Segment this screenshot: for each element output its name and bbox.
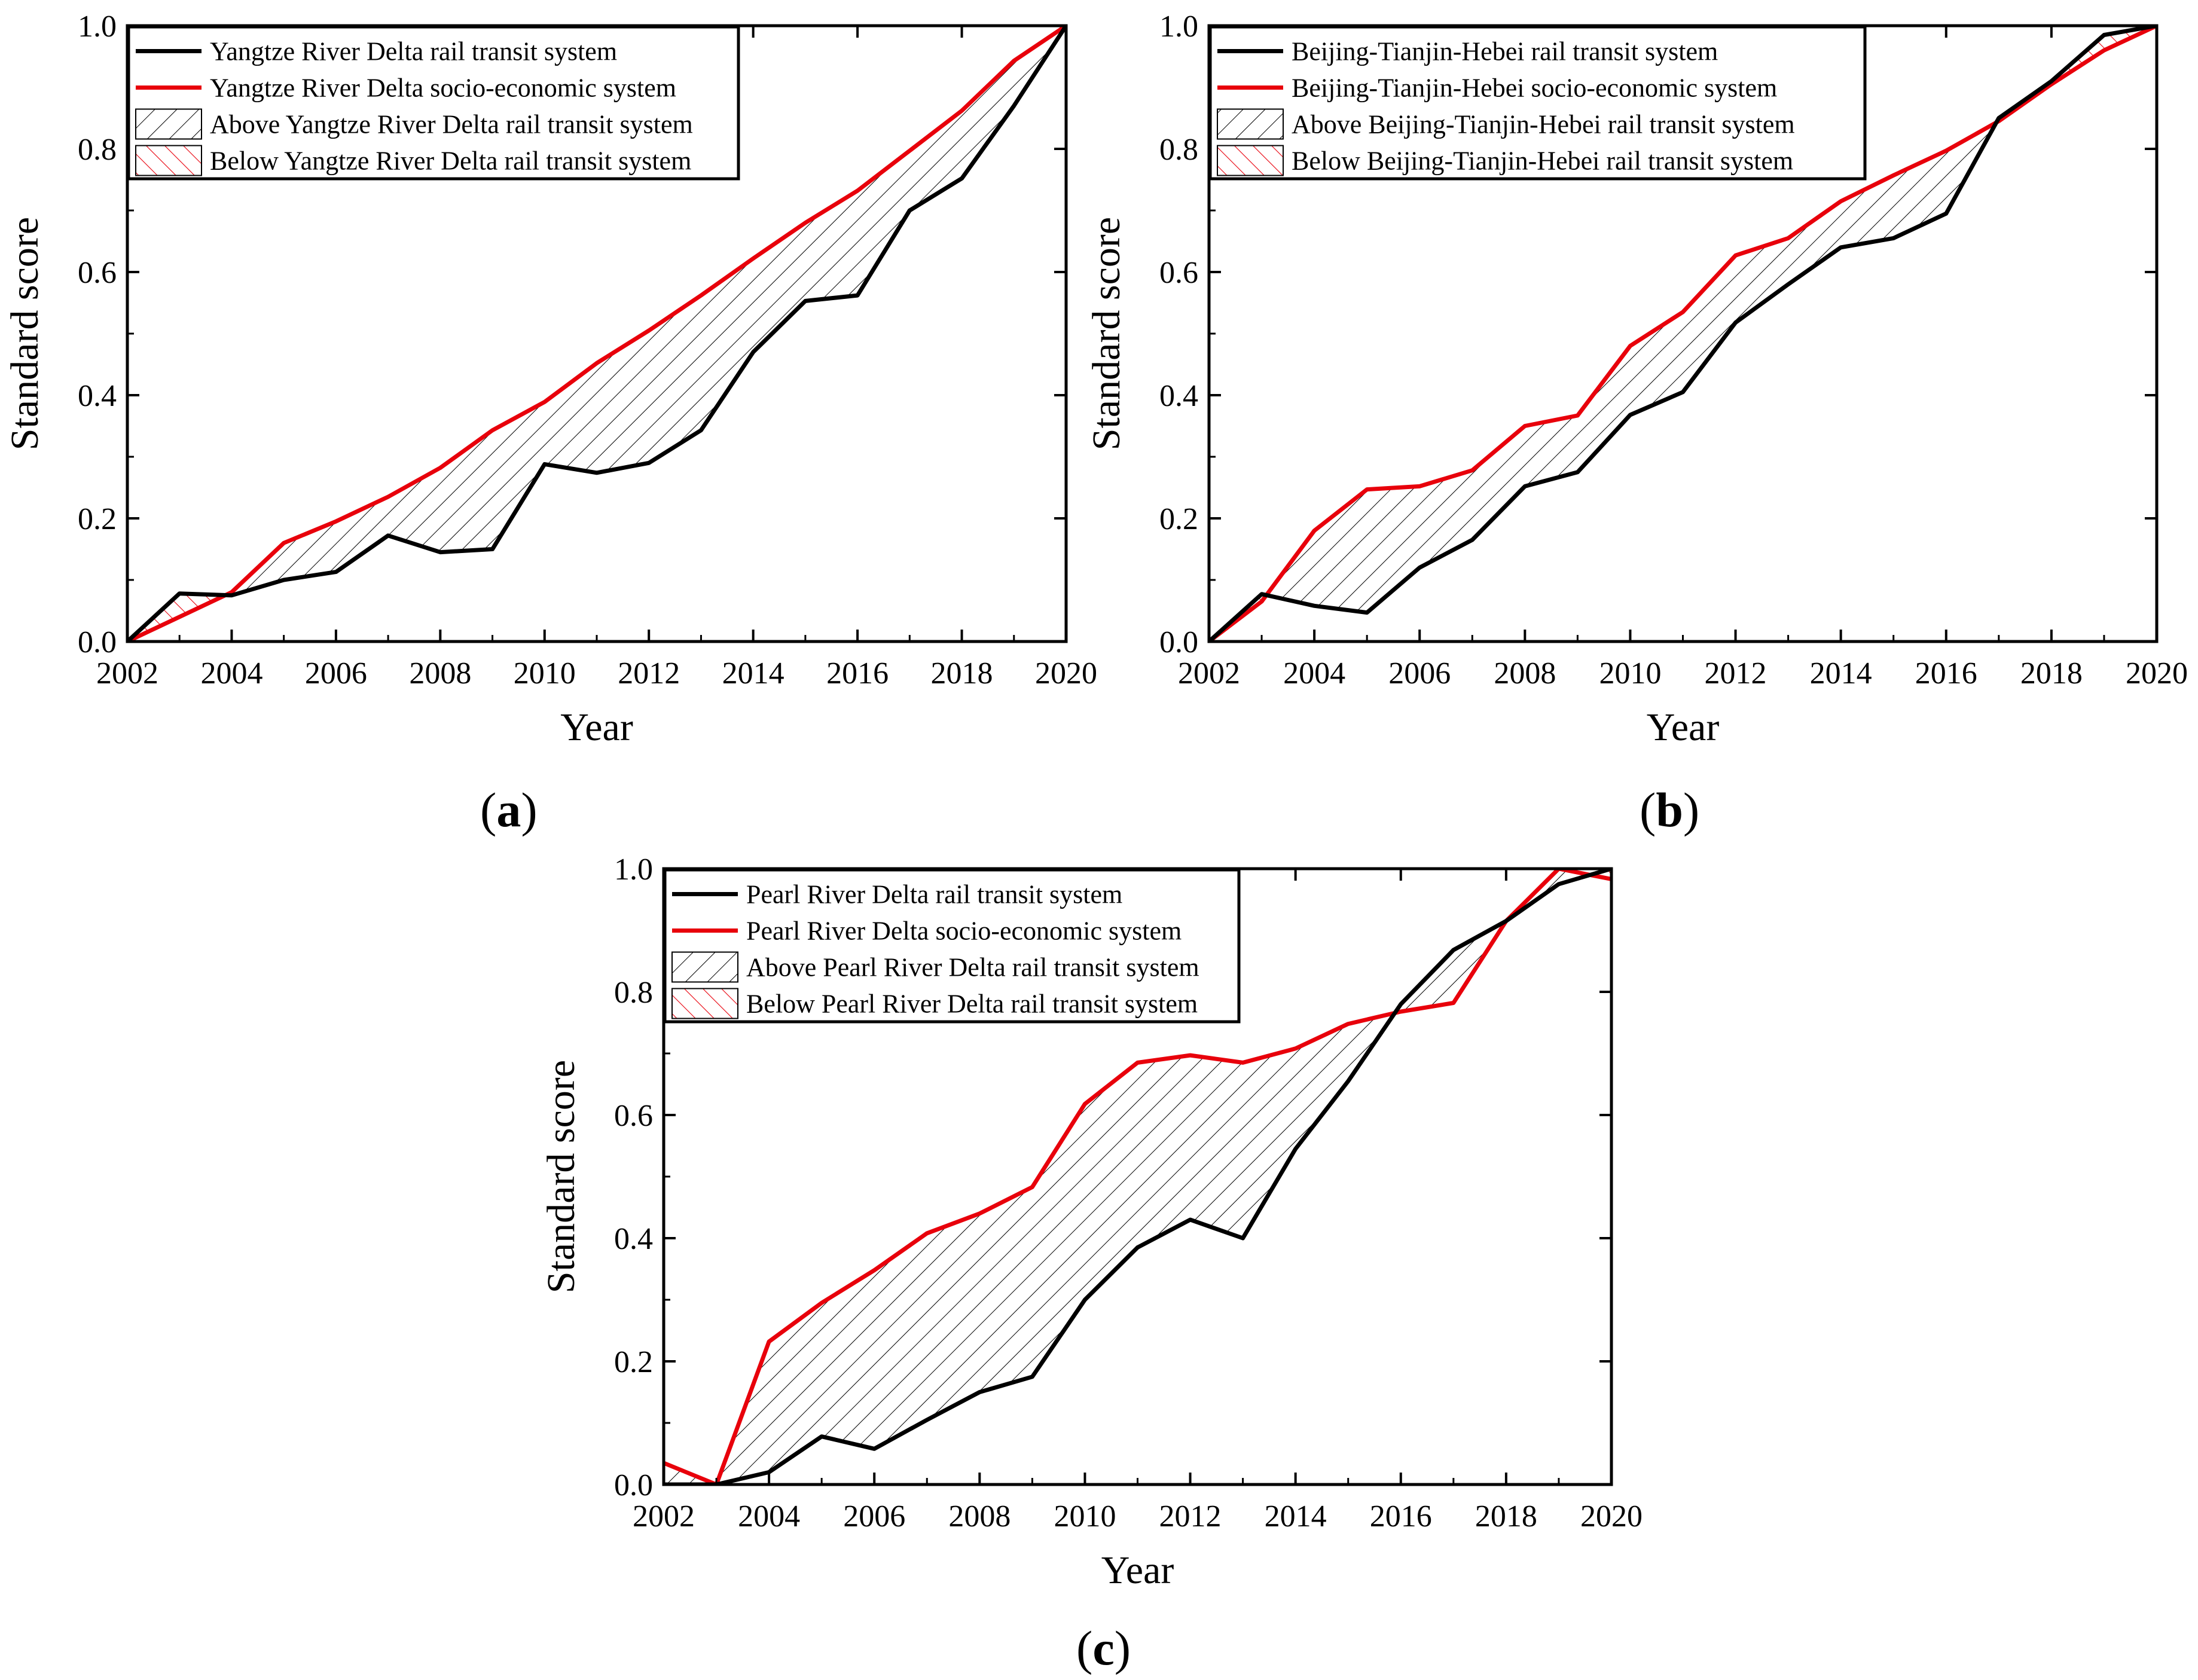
x-tick-label: 2020 <box>2126 656 2188 691</box>
y-tick-label: 0.8 <box>78 133 117 167</box>
x-tick-label: 2004 <box>200 656 262 691</box>
above-rail-region <box>664 1013 1395 1484</box>
legend-below-swatch <box>671 988 738 1019</box>
y-tick-label: 0.0 <box>78 625 117 659</box>
legend: Pearl River Delta rail transit system Pea… <box>663 868 1241 1024</box>
x-tick-label: 2012 <box>618 656 680 691</box>
legend-box <box>663 868 1241 1024</box>
x-tick-label: 2004 <box>738 1499 800 1534</box>
legend-above-swatch <box>1217 108 1284 140</box>
y-tick-label: 1.0 <box>1159 10 1198 44</box>
legend-label: Beijing-Tianjin-Hebei rail transit syste… <box>1292 37 1718 66</box>
y-tick-label: 0.0 <box>1159 625 1198 659</box>
rail-transit-series-line <box>664 869 1611 1484</box>
y-tick-label: 1.0 <box>614 853 653 887</box>
x-axis-label: Year <box>1101 1548 1174 1592</box>
chart-b: 2002 2004 2006 2008 2010 2012 2014 2016 2018 2020… <box>1088 10 2188 749</box>
socio-economic-series-line <box>127 26 1066 642</box>
y-tick-label: 0.0 <box>614 1468 653 1502</box>
y-tick-label: 1.0 <box>78 10 117 44</box>
x-tick-label: 2018 <box>1475 1499 1537 1534</box>
x-tick-label: 2002 <box>633 1499 695 1534</box>
x-tick-label: 2012 <box>1159 1499 1222 1534</box>
legend-label: Yangtze River Delta socio-economic syste… <box>210 74 676 103</box>
legend-label: Pearl River Delta rail transit system <box>746 880 1122 909</box>
x-tick-label: 2010 <box>1054 1499 1116 1534</box>
x-tick-label: 2016 <box>1915 656 1977 691</box>
legend-below-swatch <box>1217 145 1284 176</box>
rail-transit-series-line <box>1209 26 2157 642</box>
legend-label: Below Beijing-Tianjin-Hebei rail transit… <box>1292 146 1793 176</box>
y-tick-label: 0.8 <box>614 976 653 1010</box>
x-tick-label: 2008 <box>948 1499 1011 1534</box>
x-axis-label: Year <box>1647 705 1720 749</box>
y-axis-label: Standard score <box>539 1060 583 1293</box>
x-tick-label: 2014 <box>722 656 784 691</box>
y-tick-label: 0.6 <box>614 1099 653 1133</box>
y-tick-label: 0.2 <box>78 502 117 536</box>
x-tick-label: 2020 <box>1035 656 1097 691</box>
y-tick-label: 0.4 <box>78 379 117 413</box>
y-tick-label: 0.2 <box>614 1345 653 1379</box>
x-tick-label: 2012 <box>1705 656 1767 691</box>
x-tick-label: 2004 <box>1283 656 1345 691</box>
legend-label: Yangtze River Delta rail transit system <box>210 37 617 66</box>
legend-label: Above Beijing-Tianjin-Hebei rail transit… <box>1292 110 1795 139</box>
legend-box <box>127 25 740 181</box>
x-tick-label: 2020 <box>1580 1499 1643 1534</box>
panel-label-a: (a) <box>480 783 538 837</box>
x-tick-label: 2002 <box>1178 656 1240 691</box>
x-tick-label: 2006 <box>843 1499 905 1534</box>
x-tick-label: 2014 <box>1265 1499 1327 1534</box>
y-tick-label: 0.2 <box>1159 502 1198 536</box>
legend-label: Above Pearl River Delta rail transit sys… <box>746 953 1199 982</box>
legend: Yangtze River Delta rail transit system Y… <box>127 25 740 181</box>
legend-above-swatch <box>135 108 202 140</box>
panel-label-c: (c) <box>1076 1621 1131 1675</box>
x-tick-label: 2018 <box>2020 656 2083 691</box>
chart-c: 2002 2004 2006 2008 2010 2012 2014 2016 2018 2020… <box>539 853 1643 1592</box>
x-tick-label: 2010 <box>1599 656 1661 691</box>
legend-label: Below Yangtze River Delta rail transit s… <box>210 146 691 176</box>
x-axis-label: Year <box>560 705 633 749</box>
y-axis-label: Standard score <box>3 217 47 450</box>
x-tick-label: 2006 <box>1388 656 1451 691</box>
y-tick-label: 0.4 <box>1159 379 1198 413</box>
y-tick-label: 0.6 <box>78 256 117 290</box>
x-tick-label: 2014 <box>1810 656 1872 691</box>
legend-above-swatch <box>671 951 738 983</box>
legend-box <box>1208 25 1867 181</box>
x-tick-label: 2010 <box>514 656 576 691</box>
x-tick-label: 2016 <box>826 656 889 691</box>
legend: Beijing-Tianjin-Hebei rail transit syste… <box>1208 25 1867 181</box>
y-tick-label: 0.4 <box>614 1222 653 1256</box>
x-tick-label: 2018 <box>931 656 993 691</box>
legend-label: Above Yangtze River Delta rail transit s… <box>210 110 693 139</box>
x-tick-label: 2006 <box>305 656 367 691</box>
panel-label-b: (b) <box>1640 783 1700 837</box>
legend-below-swatch <box>135 145 202 176</box>
socio-economic-series-line <box>664 869 1611 1484</box>
legend-label: Beijing-Tianjin-Hebei socio-economic sys… <box>1292 74 1777 103</box>
above-rail-region <box>1266 123 1996 613</box>
legend-label: Pearl River Delta socio-economic system <box>746 917 1182 946</box>
x-tick-label: 2008 <box>1494 656 1556 691</box>
x-tick-label: 2002 <box>96 656 158 691</box>
y-tick-label: 0.6 <box>1159 256 1198 290</box>
y-axis-label: Standard score <box>1088 217 1128 450</box>
rail-transit-series-line <box>127 26 1066 642</box>
above-rail-region <box>225 26 1066 595</box>
legend-label: Below Pearl River Delta rail transit sys… <box>746 989 1198 1019</box>
x-tick-label: 2008 <box>409 656 471 691</box>
y-tick-label: 0.8 <box>1159 133 1198 167</box>
x-tick-label: 2016 <box>1370 1499 1432 1534</box>
chart-a: 2002 2004 2006 2008 2010 2012 2014 2016 2018 2020… <box>3 10 1097 749</box>
